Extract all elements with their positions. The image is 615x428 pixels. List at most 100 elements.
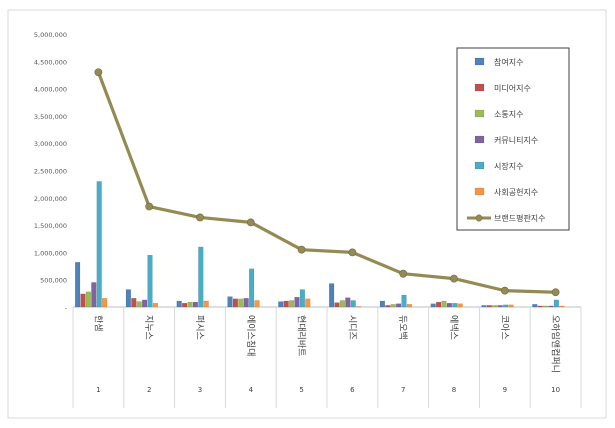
x-tick-label: 현대리바트 [296, 315, 307, 356]
legend-swatch [474, 161, 485, 170]
bar [96, 181, 102, 308]
rank-label: 6 [350, 386, 355, 394]
bar [198, 246, 204, 308]
bar [329, 283, 335, 308]
x-tick-label: 오하임앤컴퍼니 [550, 315, 562, 373]
bar [192, 301, 198, 308]
legend-swatch [475, 214, 483, 222]
rank-label: 2 [147, 386, 151, 394]
y-tick-label: 1,500,000 [34, 222, 67, 230]
x-axis-labels: 한샘 1 지누스 2 퍼시스 3 에이스침대 4 현대리바트 5 시디즈 6 듀오백 7 에넥스 8 코아스 9 오… [92, 315, 561, 394]
line-point [246, 218, 255, 227]
bar [385, 305, 391, 308]
rank-label: 3 [198, 386, 202, 394]
bar [441, 300, 447, 308]
bar [532, 304, 538, 308]
bar [401, 294, 407, 308]
bar [238, 298, 244, 308]
bar [283, 300, 289, 308]
rank-label: 8 [452, 386, 456, 394]
y-tick-label: - [65, 304, 68, 312]
bar [294, 297, 300, 308]
rank-label: 4 [249, 386, 254, 394]
line-point [94, 68, 103, 77]
bar [339, 300, 345, 308]
legend-swatch [474, 83, 485, 92]
y-tick-label: 500,000 [40, 277, 67, 285]
bar [481, 305, 487, 308]
legend-label: 참여지수 [494, 57, 523, 67]
bar [131, 298, 137, 308]
bar [559, 305, 565, 308]
bar [80, 293, 86, 308]
y-tick-label: 4,000,000 [34, 86, 67, 94]
legend-label: 커뮤니티지수 [494, 135, 538, 145]
y-tick-label: 5,000,000 [34, 31, 67, 39]
x-tick-label: 듀오백 [397, 315, 408, 340]
bar [182, 303, 188, 308]
y-tick-label: 4,500,000 [34, 58, 67, 66]
bar [548, 305, 554, 308]
x-tick-label: 에넥스 [448, 315, 459, 340]
bar [390, 304, 396, 308]
brand-index-line [96, 71, 556, 294]
legend-swatch [474, 135, 485, 144]
line-point [450, 274, 458, 283]
bar [176, 300, 182, 308]
bar [142, 299, 148, 308]
legend-swatch [474, 187, 485, 196]
rank-label: 9 [503, 386, 507, 394]
bar [406, 304, 412, 308]
x-tick-label: 코아스 [499, 315, 510, 340]
rank-label: 5 [299, 386, 303, 394]
bar [125, 289, 131, 308]
legend-swatch [474, 57, 485, 66]
bar [356, 306, 362, 308]
legend-label: 소통지수 [494, 110, 523, 119]
bar [497, 305, 503, 308]
bar [543, 305, 549, 308]
bar [446, 303, 452, 308]
bar [243, 298, 249, 308]
rank-label: 10 [551, 386, 560, 394]
bar [136, 301, 142, 308]
bar [379, 300, 385, 308]
bar [486, 305, 492, 308]
bar [305, 298, 311, 308]
rank-label: 7 [401, 386, 405, 394]
bar [102, 298, 108, 308]
bar [289, 300, 295, 308]
bar [553, 299, 559, 308]
bar [187, 301, 193, 308]
bar [345, 297, 351, 308]
line-point [145, 202, 154, 211]
x-tick-label: 지누스 [143, 315, 154, 340]
line-point [348, 248, 357, 257]
legend-label: 사회공헌지수 [494, 188, 538, 197]
line-point [500, 286, 509, 295]
bar [457, 303, 463, 308]
bar [503, 304, 509, 308]
legend-label: 브랜드평판지수 [494, 213, 546, 223]
bar [152, 303, 158, 308]
bar [147, 254, 153, 308]
line-point [399, 269, 408, 278]
bar [430, 303, 436, 308]
line-point [196, 213, 204, 222]
bar [492, 305, 498, 308]
line-point [297, 245, 306, 254]
rank-label: 1 [96, 386, 100, 394]
bar [75, 262, 81, 308]
x-tick-label: 에이스침대 [245, 315, 256, 356]
bar [350, 300, 356, 308]
bar [334, 302, 340, 308]
y-tick-label: 3,000,000 [34, 140, 67, 148]
x-tick-label: 시디즈 [346, 315, 357, 340]
bar [436, 301, 442, 308]
bar [396, 303, 402, 308]
axes: 5,000,000 4,500,000 4,000,000 3,500,000 3,00… [34, 31, 582, 408]
line-series-group [94, 68, 560, 297]
